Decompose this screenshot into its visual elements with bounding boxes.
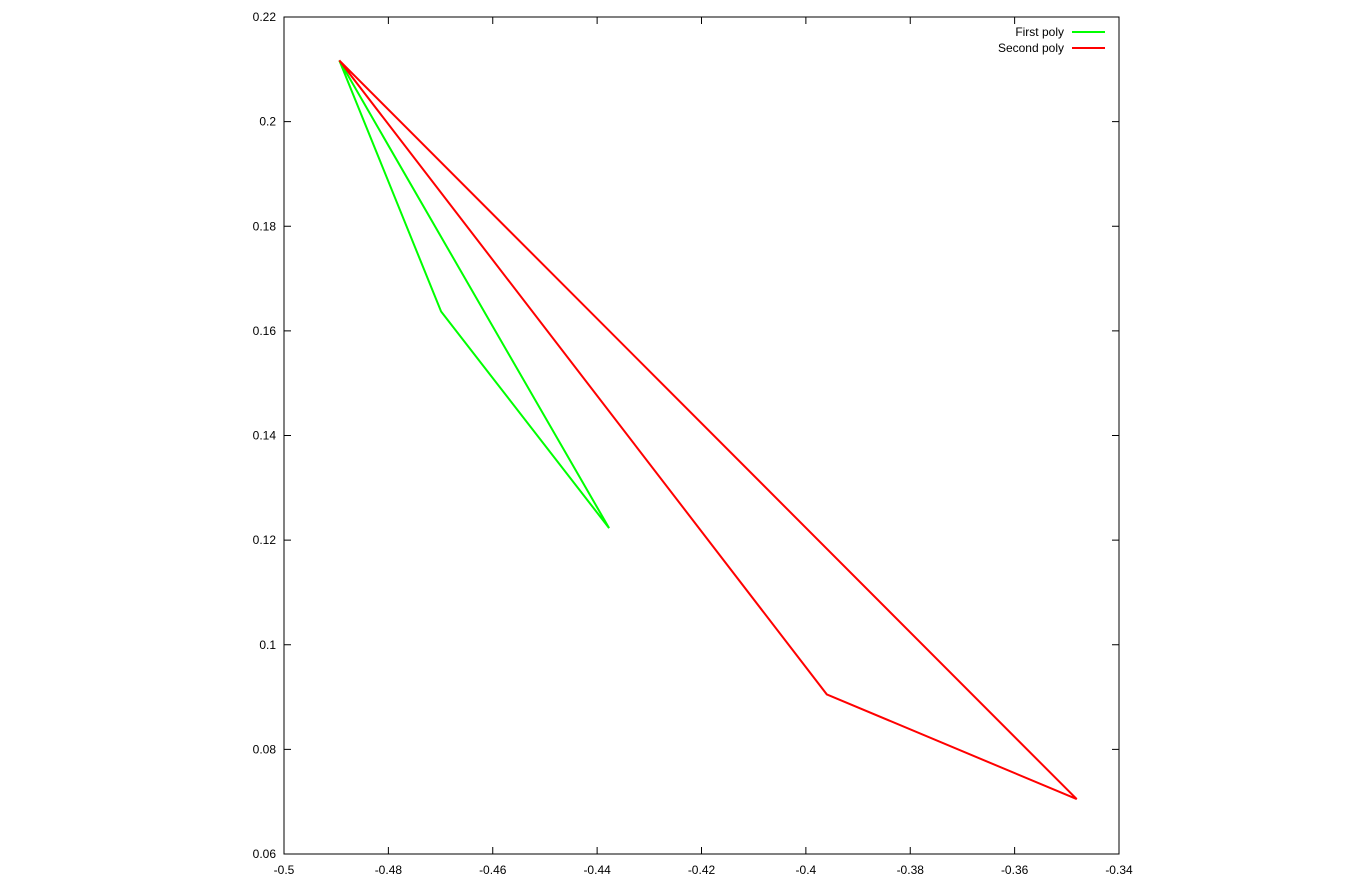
y-tick-label: 0.2 (259, 115, 276, 129)
y-tick-label: 0.14 (253, 429, 277, 443)
axis-tick-labels: -0.5 -0.48 -0.46 -0.44 -0.42 -0.4 -0.38 -0.36 -0… (253, 10, 1133, 877)
y-tick-label: 0.06 (253, 847, 277, 861)
y-tick-label: 0.08 (253, 742, 277, 756)
y-tick-label: 0.16 (253, 324, 277, 338)
y-tick-label: 0.22 (253, 10, 277, 24)
x-tick-label: -0.4 (796, 863, 817, 877)
x-tick-label: -0.5 (274, 863, 295, 877)
axis-ticks (283, 16, 1120, 855)
legend-label-1: First poly (1015, 25, 1064, 39)
x-tick-label: -0.42 (688, 863, 716, 877)
x-tick-label: -0.34 (1105, 863, 1133, 877)
series-line-1 (338, 59, 610, 529)
x-tick-label: -0.46 (479, 863, 507, 877)
series-layer (338, 59, 1078, 801)
x-tick-label: -0.48 (375, 863, 403, 877)
y-tick-label: 0.1 (259, 638, 276, 652)
x-tick-label: -0.36 (1001, 863, 1029, 877)
x-tick-label: -0.38 (897, 863, 925, 877)
legend-label-2: Second poly (998, 41, 1064, 55)
y-tick-label: 0.18 (253, 219, 277, 233)
x-tick-label: -0.44 (583, 863, 611, 877)
series-line-2 (338, 59, 1078, 801)
legend: First poly Second poly (998, 25, 1105, 55)
plot-frame (283, 16, 1120, 855)
y-tick-label: 0.12 (253, 533, 277, 547)
